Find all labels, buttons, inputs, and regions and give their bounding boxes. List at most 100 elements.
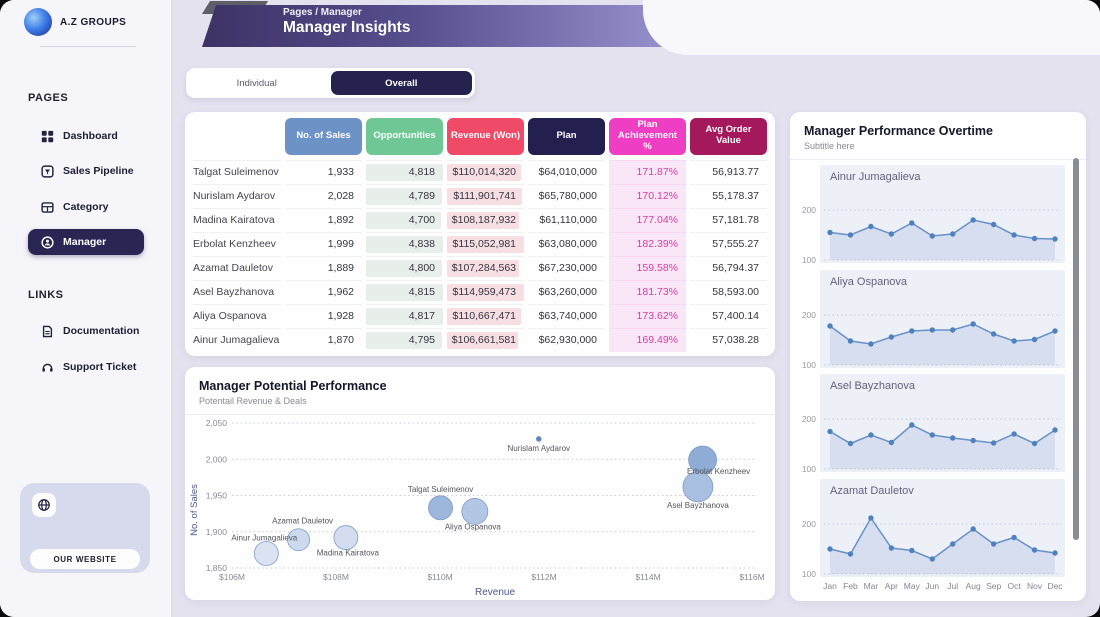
scatter-card: Manager Potential Performance Potentail … bbox=[185, 367, 775, 600]
overtime-scrollbar[interactable] bbox=[1073, 158, 1079, 540]
view-toggle: Individual Overall bbox=[186, 68, 475, 98]
page-title: Manager Insights bbox=[283, 19, 411, 36]
svg-text:2,050: 2,050 bbox=[206, 418, 228, 428]
overtime-subtitle: Subtitle here bbox=[804, 141, 855, 151]
svg-text:No. of Sales: No. of Sales bbox=[189, 484, 200, 536]
month-tick-label: Sep bbox=[986, 581, 1002, 591]
nav-section-links: LINKS bbox=[28, 289, 64, 301]
month-tick-label: Jun bbox=[925, 581, 940, 591]
cell-revenue-won: $107,284,563 bbox=[447, 255, 524, 280]
column-header-avg-order-value[interactable]: Avg Order Value bbox=[690, 118, 767, 155]
toggle-option-overall[interactable]: Overall bbox=[330, 71, 472, 95]
table-corner-cell bbox=[193, 118, 281, 160]
cell-revenue-won: $115,052,981 bbox=[447, 231, 524, 256]
cell-no-of-sales: 1,889 bbox=[285, 255, 362, 280]
y-tick-label: 100 bbox=[801, 568, 816, 579]
cell-no-of-sales: 2,028 bbox=[285, 183, 362, 208]
documentation-icon bbox=[41, 325, 54, 338]
overtime-chart-azamat-dauletov: 200 100 Azamat Dauletov bbox=[790, 478, 1086, 579]
svg-text:Talgat Suleimenov: Talgat Suleimenov bbox=[408, 485, 473, 494]
brand: A.Z GROUPS bbox=[24, 8, 126, 36]
cell-revenue-won: $111,901,741 bbox=[447, 183, 524, 208]
y-tick-label: 200 bbox=[801, 309, 816, 320]
row-manager-name: Nurislam Aydarov bbox=[193, 183, 281, 208]
toggle-option-individual[interactable]: Individual bbox=[236, 77, 277, 89]
svg-text:2,000: 2,000 bbox=[206, 454, 228, 464]
row-manager-name: Erbolat Kenzheev bbox=[193, 231, 281, 256]
sidebar-item-label: Support Ticket bbox=[63, 361, 137, 373]
svg-text:$116M: $116M bbox=[739, 572, 764, 582]
svg-text:Azamat Dauletov: Azamat Dauletov bbox=[272, 517, 333, 526]
page-header: Pages / Manager Manager Insights bbox=[283, 7, 410, 37]
svg-text:Madina Kairatova: Madina Kairatova bbox=[317, 549, 380, 558]
cell-avg-order-value: 58,593.00 bbox=[690, 279, 767, 304]
cell-avg-order-value: 56,794.37 bbox=[690, 255, 767, 280]
month-axis: Jan Feb Mar Apr May Jun Jul Aug Sep Oct Nov Dec bbox=[820, 581, 1065, 593]
sidebar-item-documentation[interactable]: Documentation bbox=[28, 318, 144, 344]
cell-plan-achievement: 177.04% bbox=[609, 207, 686, 232]
website-card: OUR WEBSITE bbox=[20, 483, 150, 573]
sidebar-item-label: Sales Pipeline bbox=[63, 165, 134, 177]
y-tick-label: 200 bbox=[801, 414, 816, 424]
cell-no-of-sales: 1,892 bbox=[285, 207, 362, 232]
column-header-plan-achievement-[interactable]: Plan Achievement % bbox=[609, 118, 686, 155]
month-tick-label: Dec bbox=[1047, 581, 1063, 591]
cell-plan-achievement: 171.87% bbox=[609, 159, 686, 184]
svg-text:$106M: $106M bbox=[219, 572, 245, 582]
cell-no-of-sales: 1,928 bbox=[285, 303, 362, 328]
top-right-blob bbox=[643, 0, 1100, 55]
month-tick-label: Jan bbox=[823, 581, 837, 591]
brand-name: A.Z GROUPS bbox=[60, 16, 127, 28]
dashboard-grid-icon bbox=[41, 130, 54, 143]
sidebar-item-label: Manager bbox=[63, 236, 107, 248]
sidebar-item-sales-pipeline[interactable]: Sales Pipeline bbox=[28, 158, 144, 184]
month-tick-label: Apr bbox=[884, 581, 898, 591]
sidebar-item-manager[interactable]: Manager bbox=[28, 229, 144, 255]
cell-avg-order-value: 55,178.37 bbox=[690, 183, 767, 208]
series-name: Aliya Ospanova bbox=[830, 275, 908, 288]
cell-plan-achievement: 181.73% bbox=[609, 279, 686, 304]
scatter-subtitle: Potentail Revenue & Deals bbox=[199, 396, 307, 406]
cell-avg-order-value: 57,038.28 bbox=[690, 327, 767, 352]
cell-plan-achievement: 169.49% bbox=[609, 327, 686, 352]
y-tick-label: 100 bbox=[801, 464, 816, 474]
manager-table: No. of Sales Opportunities Revenue (Won) Pl… bbox=[185, 112, 775, 352]
sidebar-item-support-ticket[interactable]: Support Ticket bbox=[28, 354, 144, 380]
cell-opportunities: 4,789 bbox=[366, 183, 443, 208]
column-header-plan[interactable]: Plan bbox=[528, 118, 605, 155]
category-table-icon bbox=[41, 201, 54, 214]
sidebar-item-label: Category bbox=[63, 201, 109, 213]
cell-no-of-sales: 1,962 bbox=[285, 279, 362, 304]
cell-plan: $67,230,000 bbox=[528, 255, 605, 280]
cell-avg-order-value: 57,181.78 bbox=[690, 207, 767, 232]
column-header-opportunities[interactable]: Opportunities bbox=[366, 118, 443, 155]
svg-text:Aliya Ospanova: Aliya Ospanova bbox=[445, 522, 502, 531]
cell-opportunities: 4,795 bbox=[366, 327, 443, 352]
sidebar-item-dashboard[interactable]: Dashboard bbox=[28, 123, 144, 149]
column-header-no-of-sales[interactable]: No. of Sales bbox=[285, 118, 362, 155]
sidebar-item-label: Documentation bbox=[63, 325, 140, 337]
series-name: Ainur Jumagalieva bbox=[830, 171, 921, 183]
month-tick-label: Mar bbox=[863, 581, 879, 591]
row-manager-name: Madina Kairatova bbox=[193, 207, 281, 232]
overtime-chart-asel-bayzhanova: 200 100 Asel Bayzhanova bbox=[790, 374, 1086, 474]
month-tick-label: Nov bbox=[1026, 581, 1043, 591]
overtime-header: Manager Performance Overtime Subtitle he… bbox=[790, 112, 1086, 160]
month-tick-label: Aug bbox=[965, 581, 981, 591]
sidebar-item-category[interactable]: Category bbox=[28, 194, 144, 220]
svg-text:$108M: $108M bbox=[323, 572, 349, 582]
row-manager-name: Asel Bayzhanova bbox=[193, 279, 281, 304]
our-website-button[interactable]: OUR WEBSITE bbox=[30, 549, 140, 569]
column-header-revenue-won-[interactable]: Revenue (Won) bbox=[447, 118, 524, 155]
svg-text:$110M: $110M bbox=[427, 572, 452, 582]
sidebar: A.Z GROUPS PAGES Dashboard Sales Pipeline C… bbox=[0, 0, 172, 617]
svg-text:Nurislam Aydarov: Nurislam Aydarov bbox=[508, 444, 571, 453]
month-tick-label: Jul bbox=[947, 581, 959, 591]
pipeline-filter-icon bbox=[41, 164, 54, 178]
svg-text:Erbolat Kenzheev: Erbolat Kenzheev bbox=[687, 467, 750, 476]
cell-plan-achievement: 182.39% bbox=[609, 231, 686, 256]
svg-text:1,900: 1,900 bbox=[206, 527, 228, 537]
row-manager-name: Azamat Dauletov bbox=[193, 255, 281, 280]
cell-opportunities: 4,800 bbox=[366, 255, 443, 280]
